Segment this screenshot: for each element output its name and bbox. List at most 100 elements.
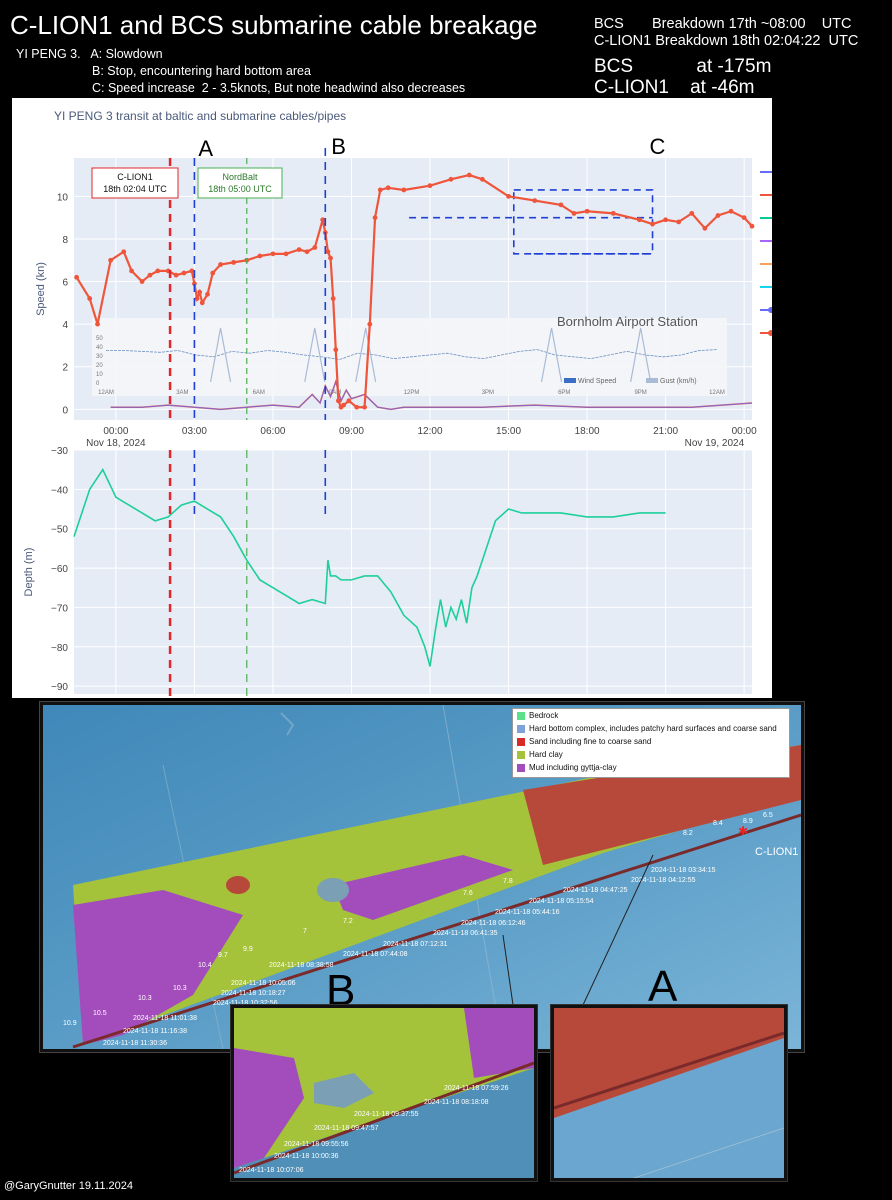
speed-xtick-date: Nov 19, 2024: [685, 438, 745, 449]
timestamp-2: 2024-11-18 04:12:55: [631, 877, 696, 884]
timestamp-16: 2024-11-18 11:30:36: [103, 1040, 167, 1047]
timestamp-8: 2024-11-18 07:12:31: [383, 941, 448, 948]
geo-speed-point: [532, 198, 538, 204]
speed-label-4: 6.5: [763, 812, 773, 819]
inset-b-mud-west: [234, 1048, 304, 1168]
geo-speed-point: [192, 281, 197, 287]
geo-speed-point: [341, 402, 347, 408]
geo-speed-point: [584, 208, 590, 214]
legend-row-hard-clay: Hard clay: [513, 748, 789, 761]
geo-speed-point: [129, 268, 134, 274]
main-title: C-LION1 and BCS submarine cable breakage: [10, 10, 538, 40]
geo-speed-point: [139, 279, 145, 284]
wind-legend-label: Wind Speed: [578, 378, 616, 385]
geo-speed-point: [181, 270, 187, 276]
bcs-breakdown: BCS Breakdown 17th ~08:00 UTC: [594, 16, 852, 32]
gust-peak: [209, 327, 232, 383]
geo-speed-point: [121, 249, 127, 255]
inset-a-pointer: [582, 854, 654, 1006]
a-label: A: [198, 136, 213, 161]
geo-speed-point: [372, 215, 378, 221]
geo-speed-point: [676, 219, 682, 225]
note-a: YI PENG 3. A: Slowdown: [16, 47, 163, 61]
geo-speed-point: [335, 398, 341, 404]
inset-a: [551, 1005, 787, 1181]
speed-label-15: 7.8: [503, 878, 513, 885]
speed-label-2: 8.9: [743, 818, 753, 825]
weather-ytick-label: 40: [96, 345, 103, 351]
inset-b-svg: 2024-11-18 07:59:26 2024-11-18 08:18:08 …: [234, 1008, 534, 1178]
legend-label: Sand including fine to coarse sand: [529, 737, 652, 746]
speed-label-3: 8.2: [683, 830, 693, 837]
std-speed-line: [110, 379, 753, 410]
geo-speed-point: [479, 176, 485, 182]
gust-legend-label: Gust (km/h): [660, 378, 697, 385]
speed-xtick-label: 12:00: [417, 426, 442, 437]
inset-b-ts-3: 2024-11-18 09:37:55: [354, 1111, 419, 1118]
weather-xtick-label: 6PM: [558, 390, 570, 396]
nordbalt-annotation-line1: NordBalt: [222, 172, 258, 182]
geo-speed-point: [147, 272, 153, 278]
speed-label-9: 10.4: [198, 962, 212, 969]
legend-swatch: [517, 750, 525, 759]
geo-speed-point: [194, 296, 200, 301]
geo-speed-point: [741, 215, 747, 221]
speed-legend-marker: [768, 330, 774, 336]
weather-ytick-label: 20: [96, 363, 103, 369]
inset-a-cable: [633, 1127, 784, 1178]
plot-panel: YI PENG 3 transit at baltic and submarin…: [12, 98, 782, 698]
geo-speed-point: [715, 213, 721, 218]
depth-ytick-label: −90: [51, 682, 68, 693]
cable-label: C-LION1: [755, 846, 798, 858]
geo-speed-point: [87, 296, 93, 301]
timestamp-5: 2024-11-18 05:44:16: [495, 909, 560, 916]
legend-label: Mud including gyttja-clay: [529, 763, 617, 772]
legend-label: Bedrock: [529, 711, 559, 720]
speed-label-11: 9.9: [243, 946, 253, 953]
geo-speed-point: [571, 210, 577, 216]
legend-swatch: [517, 737, 525, 746]
legend-row-bedrock: Bedrock: [513, 709, 789, 722]
timestamp-14: 2024-11-18 11:01:38: [133, 1015, 197, 1022]
legend-label: Hard bottom complex, includes patchy har…: [529, 724, 777, 733]
geo-speed-point: [328, 255, 333, 261]
timestamp-labels: 2024-11-18 03:34:15 2024-11-18 04:12:55 …: [103, 867, 716, 1047]
weather-xtick-label: 6AM: [253, 390, 265, 396]
geo-speed-point: [283, 251, 289, 257]
geo-speed-point: [377, 187, 383, 193]
legend-row-hard-bottom: Hard bottom complex, includes patchy har…: [513, 722, 789, 735]
geo-speed-point: [362, 404, 367, 410]
speed-xtick-label: 18:00: [575, 426, 600, 437]
timestamp-13: 2024-11-18 10:32:56: [213, 1000, 278, 1007]
speed-xtick-label: 00:00: [103, 426, 128, 437]
inset-b: 2024-11-18 07:59:26 2024-11-18 08:18:08 …: [231, 1005, 537, 1181]
geo-speed-point: [650, 221, 655, 227]
cable-break-marker: ✱: [738, 824, 748, 838]
speed-xtick-label: 00:00: [732, 426, 757, 437]
geo-speed-point: [296, 247, 302, 252]
timestamp-4: 2024-11-18 05:15:54: [529, 898, 594, 905]
timestamp-1: 2024-11-18 03:34:15: [651, 867, 716, 874]
geo-speed-point: [702, 225, 708, 231]
speed-label-1: 8.4: [713, 820, 723, 827]
geo-speed-point: [270, 251, 276, 257]
depth-ytick-label: −50: [51, 525, 68, 536]
geo-speed-point: [173, 272, 179, 278]
depth-ytick-label: −70: [51, 603, 68, 614]
ship-track: [72, 813, 801, 1049]
gust-peak: [304, 327, 326, 383]
footer-credit: @GaryGnutter 19.11.2024: [4, 1180, 133, 1192]
clion-annotation-line1: C-LION1: [117, 172, 153, 182]
speed-chart: YI PENG 3 transit at baltic and submarin…: [35, 109, 782, 449]
clion-breakdown: C-LION1 Breakdown 18th 02:04:22 UTC: [594, 33, 859, 49]
geo-speed-point: [689, 210, 695, 216]
geo-speed-point: [231, 259, 237, 265]
weather-ytick-label: 0: [96, 381, 100, 387]
inset-b-ts-1: 2024-11-18 07:59:26: [444, 1085, 509, 1092]
geo-speed-point: [95, 321, 100, 327]
speed-ylabel: Speed (kn): [35, 262, 47, 316]
speed-ytick-label: 4: [62, 320, 68, 331]
speed-ytick-label: 6: [62, 278, 68, 289]
nordbalt-annotation-box: [197, 167, 283, 199]
geo-speed-point: [330, 296, 336, 301]
